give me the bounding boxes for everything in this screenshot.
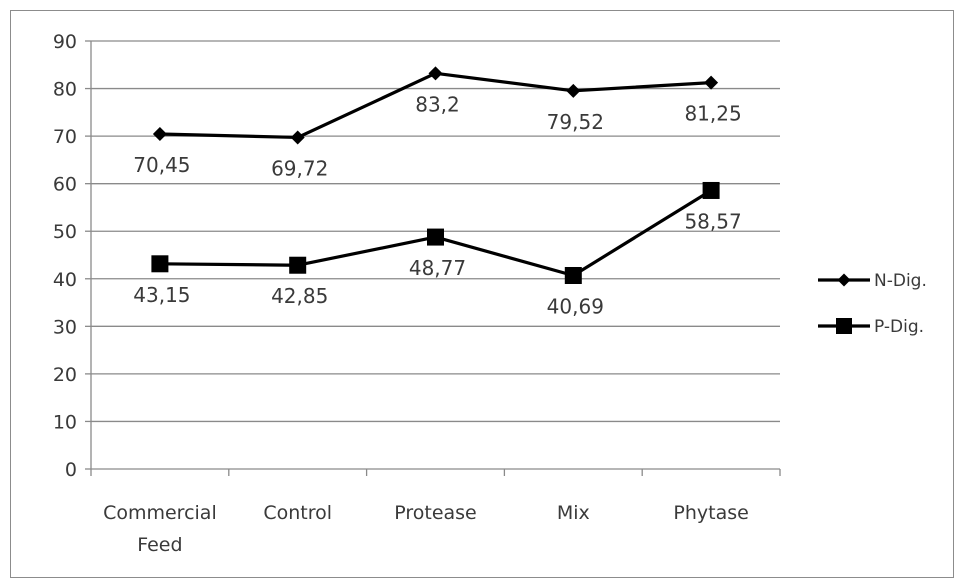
data-labels: 70,45 69,72 83,2 79,52 81,25 43,15 42,85 48,77 4… [133, 92, 741, 318]
x-category-label: Phytase [673, 502, 748, 524]
legend-label: N-Dig. [874, 271, 927, 291]
data-label: 70,45 [133, 153, 190, 177]
x-category-label: Protease [394, 502, 477, 524]
square-marker [151, 255, 169, 273]
square-marker [702, 181, 720, 199]
data-label: 40,69 [547, 294, 604, 318]
x-axis-category-labels: Commercial Feed Control Protease Mix Phytase [103, 502, 749, 556]
diamond-marker [152, 126, 167, 141]
data-label: 48,77 [409, 256, 466, 280]
x-category-label: Mix [557, 502, 590, 524]
y-tick-label: 80 [53, 79, 77, 101]
series-markers [151, 66, 720, 284]
diamond-marker [290, 130, 305, 145]
y-tick-label: 90 [53, 31, 77, 53]
y-tick-label: 60 [53, 174, 77, 196]
diamond-marker [566, 83, 581, 98]
data-label: 69,72 [271, 156, 328, 180]
diamond-marker [704, 75, 719, 90]
data-label: 81,25 [684, 102, 741, 126]
y-axis-tick-labels: 0 10 20 30 40 50 60 70 80 90 [53, 31, 77, 481]
legend-diamond-marker [837, 273, 851, 287]
data-label: 42,85 [271, 284, 328, 308]
diamond-marker [428, 66, 443, 81]
data-label: 79,52 [547, 110, 604, 134]
x-category-label: Commercial [103, 502, 217, 524]
data-label: 43,15 [133, 283, 190, 307]
y-tick-label: 20 [53, 364, 77, 386]
chart-frame [10, 10, 954, 578]
y-tick-label: 50 [53, 221, 77, 243]
y-tick-label: 0 [65, 459, 77, 481]
x-category-label: Feed [137, 534, 182, 556]
gridlines [91, 40, 780, 423]
y-tick-label: 10 [53, 411, 77, 433]
legend: N-Dig. P-Dig. [818, 271, 927, 337]
x-category-label: Control [263, 502, 332, 524]
data-label: 83,2 [415, 92, 460, 116]
legend-square-marker [836, 318, 852, 334]
y-tick-label: 40 [53, 269, 77, 291]
y-tick-label: 30 [53, 316, 77, 338]
square-marker [564, 266, 582, 284]
square-marker [289, 256, 307, 274]
axes [85, 40, 781, 476]
y-tick-label: 70 [53, 126, 77, 148]
square-marker [427, 228, 444, 246]
data-label: 58,57 [684, 209, 741, 233]
legend-label: P-Dig. [874, 317, 924, 337]
